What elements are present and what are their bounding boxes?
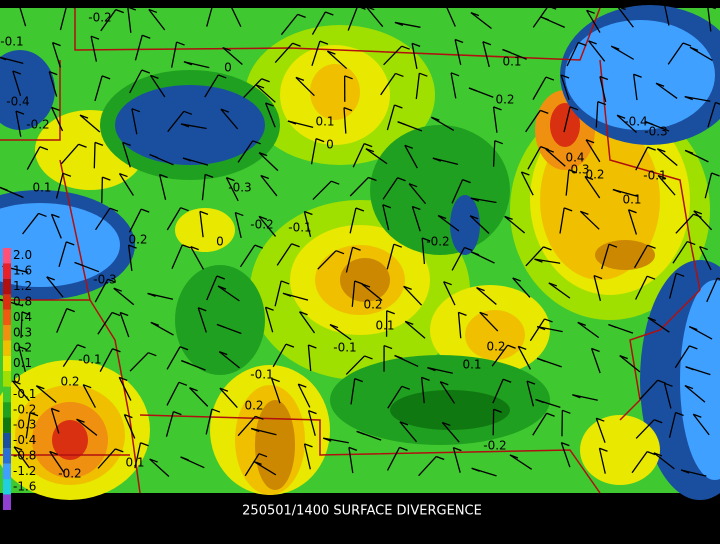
- contour-label: 0.2: [486, 340, 505, 354]
- contour-label: -0.1: [250, 368, 273, 382]
- legend-swatch: [3, 371, 11, 386]
- contour-label: 0.2: [60, 375, 79, 389]
- legend-swatch: [3, 294, 11, 309]
- legend-swatch: [3, 418, 11, 433]
- contour-label: 0.1: [315, 115, 334, 129]
- legend-label: 0.3: [13, 325, 32, 339]
- contour-label: 0.2: [363, 298, 382, 312]
- legend-label: -0.3: [13, 418, 36, 432]
- contour-label: 0.2: [495, 93, 514, 107]
- legend-swatch: [3, 387, 11, 402]
- legend-label: -0.2: [13, 402, 36, 416]
- legend-swatch: [3, 464, 11, 479]
- contour-label: -0.1: [288, 221, 311, 235]
- contour-label: -0.3: [644, 125, 667, 139]
- wind-barb: [94, 142, 95, 168]
- divergence-field: [0, 5, 720, 500]
- legend-label: -2.0: [13, 495, 36, 509]
- legend-swatch: [3, 263, 11, 278]
- legend-label: 1.2: [13, 279, 32, 293]
- legend-label: 0.8: [13, 294, 32, 308]
- legend-label: 0.1: [13, 356, 32, 370]
- contour-label: -0.2: [26, 118, 49, 132]
- contour-label: -0.1: [78, 353, 101, 367]
- legend-swatch: [3, 325, 11, 340]
- contour-label: -0.2: [58, 467, 81, 481]
- contour-label: -0.2: [426, 235, 449, 249]
- legend-label: 0.2: [13, 341, 32, 355]
- contour-label: -0.2: [88, 11, 111, 25]
- legend-label: 0.4: [13, 310, 32, 324]
- legend-swatch: [3, 340, 11, 355]
- contour-label: 0.2: [585, 168, 604, 182]
- legend-label: 2.0: [13, 248, 32, 262]
- contour-label: 0: [224, 61, 232, 75]
- legend-swatch: [3, 248, 11, 263]
- legend-label: -0.4: [13, 433, 36, 447]
- contour-label: 0.2: [244, 399, 263, 413]
- legend-swatch: [3, 310, 11, 325]
- caption: 250501/1400 SURFACE DIVERGENCE: [242, 504, 482, 519]
- contour-label: -0.3: [93, 273, 116, 287]
- legend-swatch: [3, 495, 11, 510]
- contour-label: 0: [216, 235, 224, 249]
- contour-label: 0.1: [502, 55, 521, 69]
- contour-label: 0.1: [462, 358, 481, 372]
- contour-label: -0.2: [483, 439, 506, 453]
- wind-barb: [102, 177, 103, 203]
- legend-label: -0.1: [13, 387, 36, 401]
- contour-label: -0.1: [0, 35, 23, 49]
- legend-swatch: [3, 479, 11, 494]
- contour-label: 0.1: [622, 193, 641, 207]
- legend-label: -0.8: [13, 449, 36, 463]
- legend-swatch: [3, 402, 11, 417]
- legend-swatch: [3, 279, 11, 294]
- legend-label: 0: [13, 372, 21, 386]
- contour-label: -0.4: [6, 95, 29, 109]
- contour-label: 0: [326, 138, 334, 152]
- contour-label: 0.1: [32, 181, 51, 195]
- contour-label: -0.1: [333, 341, 356, 355]
- legend-label: -1.2: [13, 464, 36, 478]
- contour-label: -0.3: [228, 181, 251, 195]
- contour-label: 0.1: [375, 319, 394, 333]
- legend-swatch: [3, 433, 11, 448]
- legend-swatch: [3, 448, 11, 463]
- contour-label: 0.1: [125, 456, 144, 470]
- contour-label: 0.2: [128, 233, 147, 247]
- contour-label: -0.1: [643, 169, 666, 183]
- legend-label: 1.6: [13, 264, 32, 278]
- legend-label: -1.6: [13, 479, 36, 493]
- contour-label: -0.2: [250, 218, 273, 232]
- legend-swatch: [3, 356, 11, 371]
